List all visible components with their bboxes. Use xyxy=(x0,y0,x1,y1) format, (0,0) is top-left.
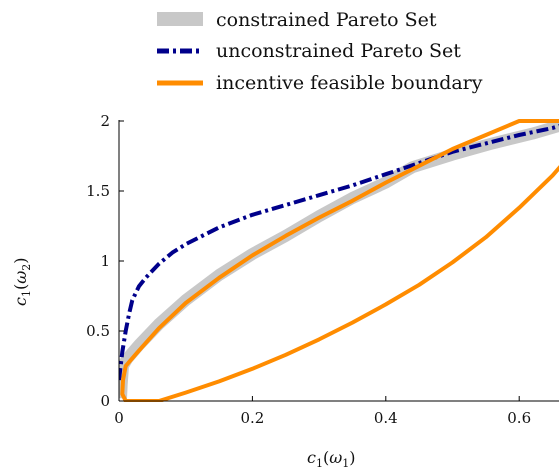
x-tick-label: 0.2 xyxy=(240,409,264,427)
axes xyxy=(118,120,559,402)
legend-label-constrained: constrained Pareto Set xyxy=(216,9,437,31)
y-tick-label: 0.5 xyxy=(86,322,110,340)
x-axis-label: c1(ω1) xyxy=(307,448,356,470)
series-line-0 xyxy=(119,119,559,399)
x-tick-label: 0.6 xyxy=(507,409,531,427)
series-line-1 xyxy=(119,123,559,381)
series-layer xyxy=(119,119,559,402)
series-line-3 xyxy=(120,119,559,402)
y-tick-label: 1 xyxy=(100,252,110,270)
legend-label-incentive: incentive feasible boundary xyxy=(216,72,483,94)
legend-swatch-constrained xyxy=(157,12,203,26)
x-tick-label: 0.4 xyxy=(374,409,398,427)
legend-item-incentive: incentive feasible boundary xyxy=(157,72,483,94)
legend-label-unconstrained: unconstrained Pareto Set xyxy=(216,40,461,62)
legend: constrained Pareto Set unconstrained Par… xyxy=(157,9,483,94)
legend-item-constrained: constrained Pareto Set xyxy=(157,9,437,31)
y-tick-label: 0 xyxy=(100,392,110,410)
y-tick-label: 2 xyxy=(100,112,110,130)
legend-item-unconstrained: unconstrained Pareto Set xyxy=(157,40,461,62)
y-axis-label: c1(ω2) xyxy=(11,257,33,306)
ticks-layer: 0 0.2 0.4 0.6 0 0.5 1 1.5 2 xyxy=(86,112,531,427)
series-line-2 xyxy=(157,165,559,402)
x-tick-label: 0 xyxy=(114,409,124,427)
y-tick-label: 1.5 xyxy=(86,182,110,200)
